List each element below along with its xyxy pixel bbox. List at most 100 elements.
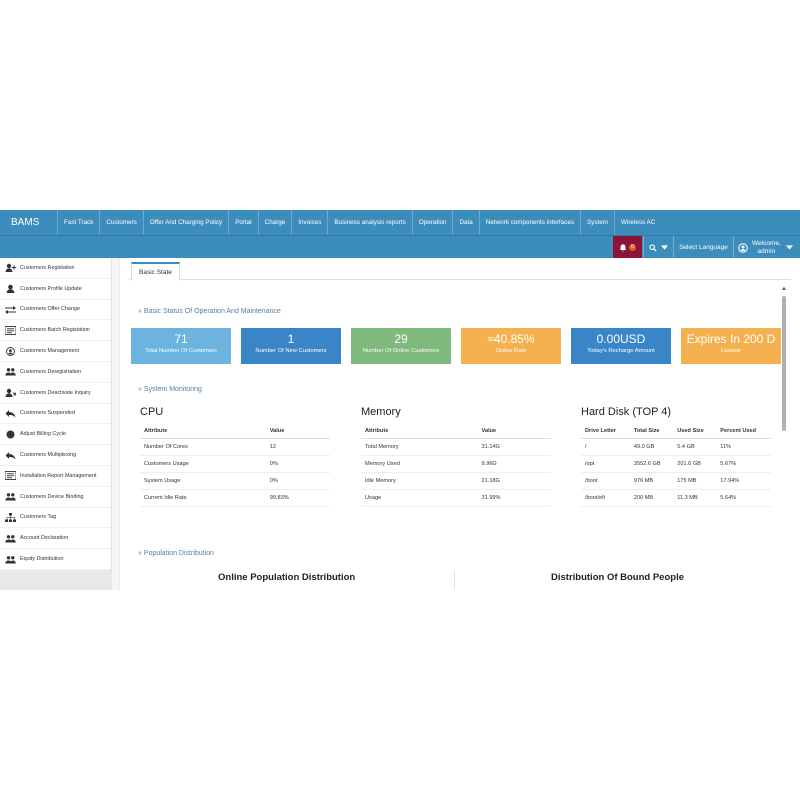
chevron-down-icon <box>785 245 793 250</box>
table-row: System Usage 0% <box>140 472 330 490</box>
table-row: Usage 31.99% <box>361 489 551 507</box>
stat-label: Number Of New Customers <box>255 348 327 354</box>
search-dropdown[interactable] <box>643 236 673 259</box>
nav-item-invoices[interactable]: Invoices <box>291 210 327 235</box>
table-cell: 175 MB <box>673 472 717 490</box>
sidebar-item-customers-tag[interactable]: Customers Tag <box>0 508 111 529</box>
table-header-row: Attribute Value <box>361 424 551 439</box>
scrollbar[interactable]: ▲ <box>780 286 788 590</box>
memory-panel: Memory Attribute Value Total Memory 31.14G M… <box>361 406 551 507</box>
stat-value: ≈40.85% <box>487 332 535 346</box>
stat-card-number-of-new-customers[interactable]: 1 Number Of New Customers <box>241 328 341 364</box>
nav-item-offer-and-charging-policy[interactable]: Offer And Charging Policy <box>142 210 228 235</box>
sidebar-item-customers-management[interactable]: Customers Management <box>0 341 111 362</box>
sidebar-item-label: Adjust Billing Cycle <box>20 431 66 438</box>
table-cell: Current Idle Rate <box>140 489 266 507</box>
sidebar-item-customers-batch-registation[interactable]: Customers Batch Registation <box>0 320 111 342</box>
nav-item-data[interactable]: Data <box>452 210 478 235</box>
sidebar-item-adjust-billing-cycle[interactable]: Adjust Billing Cycle <box>0 424 111 446</box>
sidebar-item-account-declaration[interactable]: Account Declaration <box>0 528 111 550</box>
table-cell: 31.14G <box>477 438 551 456</box>
sidebar-item-label: Customers Deactivate Inquiry <box>20 389 91 396</box>
disk-table: Drive Letter Total Size Used Size Percent U… <box>581 424 771 507</box>
table-row: /boot 976 MB 175 MB 17.94% <box>581 472 771 490</box>
sidebar-item-customers-deactivate-inquiry[interactable]: Customers Deactivate Inquiry <box>0 383 111 404</box>
user-add-icon <box>5 264 16 273</box>
circle-icon <box>6 430 15 439</box>
stat-value: 71 <box>174 332 188 346</box>
table-cell: Number Of Cores <box>140 438 266 456</box>
nav-item-system[interactable]: System <box>579 210 614 235</box>
nav-item-portal[interactable]: Portal <box>228 210 257 235</box>
sidebar-item-customers-device-binding[interactable]: Customers Device Binding <box>0 487 111 508</box>
nav-item-wireless-ac[interactable]: Wireless AC <box>613 210 661 235</box>
sidebar-item-label: Customers Suspended <box>20 410 75 417</box>
sidebar-item-customers-deregistration[interactable]: Customers Deregistration <box>0 362 111 383</box>
nav-item-fast-track[interactable]: Fast Track <box>57 210 99 235</box>
sidebar-item-equity-distribution[interactable]: Equity Distribution <box>0 549 111 570</box>
memory-table: Attribute Value Total Memory 31.14G Memory U… <box>361 424 551 507</box>
users-icon <box>5 368 16 376</box>
user-circle-icon <box>6 346 15 356</box>
brand-logo[interactable]: BAMS <box>11 217 40 228</box>
table-cell: /boot <box>581 472 630 490</box>
sidebar-item-customers-profile-update[interactable]: Customers Profile Update <box>0 279 111 300</box>
nav-item-charge[interactable]: Charge <box>257 210 292 235</box>
column-header: Value <box>265 424 330 439</box>
cpu-table: Attribute Value Number Of Cores 12 Customers… <box>140 424 330 507</box>
table-cell: / <box>581 438 630 456</box>
nav-item-customers[interactable]: Customers <box>99 210 142 235</box>
bound-distribution-title: Distribution Of Bound People <box>551 572 684 583</box>
sidebar-item-label: Account Declaration <box>20 535 69 542</box>
table-cell: Customers Usage <box>140 455 266 473</box>
scroll-up-arrow[interactable]: ▲ <box>781 286 787 292</box>
section-basic-status: » Basic Status Of Operation And Maintenan… <box>138 308 281 315</box>
sidebar-item-label: Customers Offer Change <box>20 306 80 313</box>
header-toolbar: 0 Select Language Welcome, admin <box>0 235 800 259</box>
notification-button[interactable]: 0 <box>613 236 642 259</box>
nav-item-business-analysis-reports[interactable]: Business analysis reports <box>327 210 411 235</box>
sidebar-item-label: Customers Deregistration <box>20 368 82 375</box>
list-icon <box>5 325 16 335</box>
memory-title: Memory <box>361 406 401 418</box>
nav-item-operation[interactable]: Operation <box>411 210 453 235</box>
table-cell: 17.94% <box>716 472 771 490</box>
stat-card-license[interactable]: Expires In 200 D License <box>681 328 781 364</box>
sidebar-item-label: Customers Device Binding <box>20 493 84 500</box>
user-menu[interactable]: Welcome, admin <box>733 236 800 259</box>
sidebar-footer <box>0 570 112 590</box>
users-icon <box>5 493 16 501</box>
stat-card-today-s-recharge-amount[interactable]: 0.00USD Today's Recharge Amount <box>571 328 671 364</box>
table-row: Current Idle Rate 99.83% <box>140 489 330 507</box>
table-cell: Idle Memory <box>361 472 478 490</box>
search-icon <box>649 243 657 252</box>
divider <box>454 570 455 590</box>
sidebar-item-label: Customers Batch Registation <box>20 327 90 334</box>
sidebar-item-customers-registation[interactable]: Customers Registation <box>0 258 111 279</box>
main-content: Basic State » Basic Status Of Operation A… <box>121 258 800 590</box>
sidebar-gutter <box>112 258 120 590</box>
nav-item-network-components-interfaces[interactable]: Network components interfaces <box>478 210 580 235</box>
table-cell: 49.0 GB <box>629 438 674 456</box>
sidebar-item-customers-offer-change[interactable]: Customers Offer Change <box>0 300 111 321</box>
sidebar-item-installation-report-management[interactable]: Installation Report Management <box>0 466 111 487</box>
sidebar-item-customers-suspended[interactable]: Customers Suspended <box>0 404 111 425</box>
language-selector[interactable]: Select Language <box>673 236 733 259</box>
sidebar-item-customers-multiplexing[interactable]: Customers Multiplexing <box>0 445 111 466</box>
stat-card-online-rate[interactable]: ≈40.85% Online Rate <box>461 328 561 364</box>
stat-card-number-of-online-customers[interactable]: 29 Number Of Online Customers <box>351 328 451 364</box>
section-system-monitoring: » System Monitoring <box>138 386 202 393</box>
column-header: Value <box>477 424 551 439</box>
tab-basic-state[interactable]: Basic State <box>131 262 180 281</box>
double-chevron-icon: » <box>138 550 142 557</box>
table-cell: 5.4 GB <box>673 438 717 456</box>
table-header-row: Attribute Value <box>140 424 330 439</box>
stat-value: Expires In 200 D <box>686 332 776 346</box>
exchange-icon <box>5 305 16 314</box>
table-cell: 9.96G <box>477 455 551 473</box>
scroll-thumb[interactable] <box>782 296 786 431</box>
list-icon <box>5 471 16 481</box>
stat-card-total-number-of-customers[interactable]: 71 Total Number Of Customers <box>131 328 231 364</box>
double-chevron-icon: » <box>138 308 142 315</box>
column-header: Drive Letter <box>581 424 630 439</box>
